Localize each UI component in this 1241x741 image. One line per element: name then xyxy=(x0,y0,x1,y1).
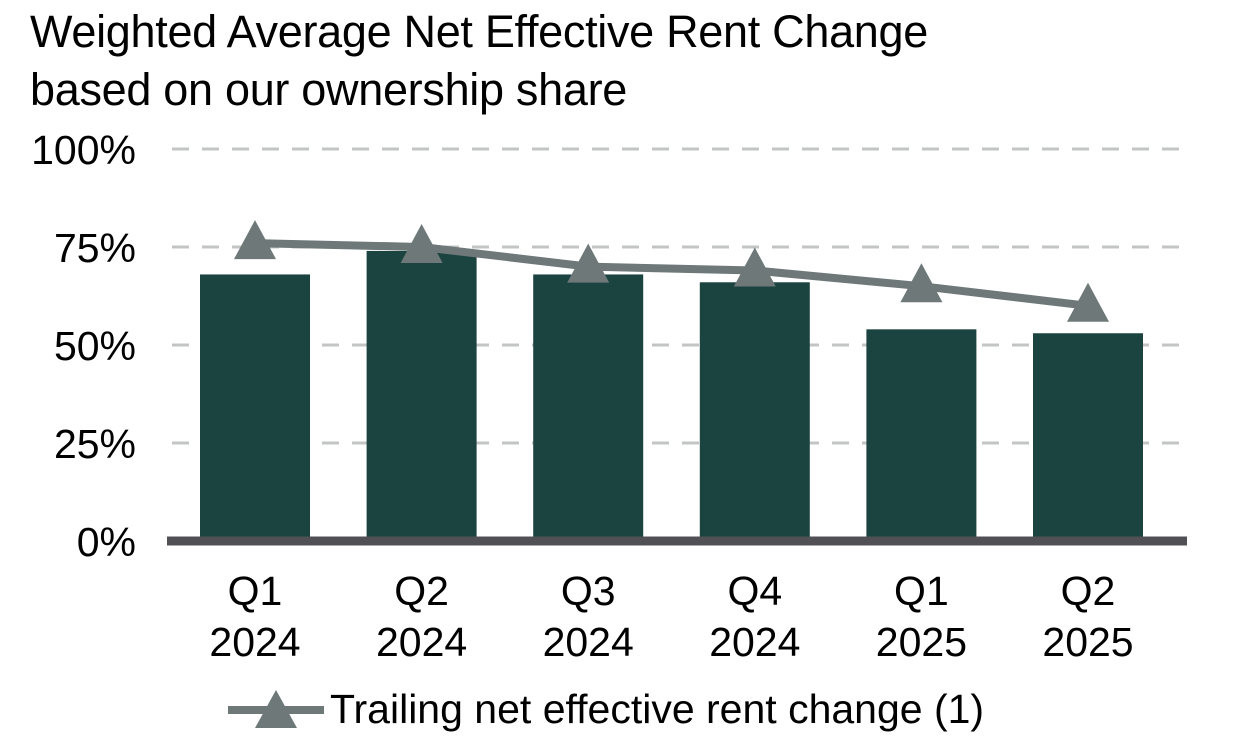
x-label-year-q2-2025: 2025 xyxy=(1042,619,1133,665)
bar-q2-2025 xyxy=(1033,333,1143,541)
chart-title-line2: based on our ownership share xyxy=(30,64,627,115)
trend-marker-q4-2024 xyxy=(733,247,776,287)
x-label-quarter-q4-2024: Q4 xyxy=(727,568,782,614)
chart-legend: Trailing net effective rent change (1) xyxy=(228,686,984,733)
chart-title: Weighted Average Net Effective Rent Chan… xyxy=(30,3,928,119)
x-label-year-q2-2024: 2024 xyxy=(376,619,467,665)
x-label-year-q3-2024: 2024 xyxy=(543,619,634,665)
x-label-quarter-q3-2024: Q3 xyxy=(561,568,616,614)
y-tick-label-0: 0% xyxy=(77,519,136,565)
x-label-quarter-q1-2025: Q1 xyxy=(894,568,949,614)
trend-marker-q2-2025 xyxy=(1067,282,1109,322)
trend-line xyxy=(254,239,1089,310)
x-label-year-q1-2024: 2024 xyxy=(209,619,300,665)
bar-q1-2025 xyxy=(866,329,977,541)
y-tick-label-100: 100% xyxy=(31,127,136,173)
y-tick-label-75: 75% xyxy=(54,225,136,271)
x-label-year-q4-2024: 2024 xyxy=(709,619,800,665)
x-label-quarter-q2-2025: Q2 xyxy=(1061,568,1116,614)
bar-q3-2024 xyxy=(533,274,644,541)
trend-marker-q1-2025 xyxy=(900,263,943,303)
bar-q4-2024 xyxy=(699,282,810,541)
x-label-quarter-q2-2024: Q2 xyxy=(394,568,449,614)
x-label-quarter-q1-2024: Q1 xyxy=(228,568,283,614)
chart-title-line1: Weighted Average Net Effective Rent Chan… xyxy=(30,6,928,57)
y-tick-label-50: 50% xyxy=(54,323,136,369)
trend-marker-q3-2024 xyxy=(567,243,610,283)
trend-marker-q2-2024 xyxy=(400,224,443,263)
legend-label: Trailing net effective rent change (1) xyxy=(330,686,985,732)
legend-triangle-swatch xyxy=(255,689,297,728)
legend-line-triangle-icon xyxy=(228,689,324,728)
trend-marker-q1-2024 xyxy=(234,220,276,260)
y-tick-label-25: 25% xyxy=(54,421,136,467)
bar-q1-2024 xyxy=(200,274,310,541)
bar-q2-2024 xyxy=(366,250,477,542)
x-label-year-q1-2025: 2025 xyxy=(876,619,967,665)
